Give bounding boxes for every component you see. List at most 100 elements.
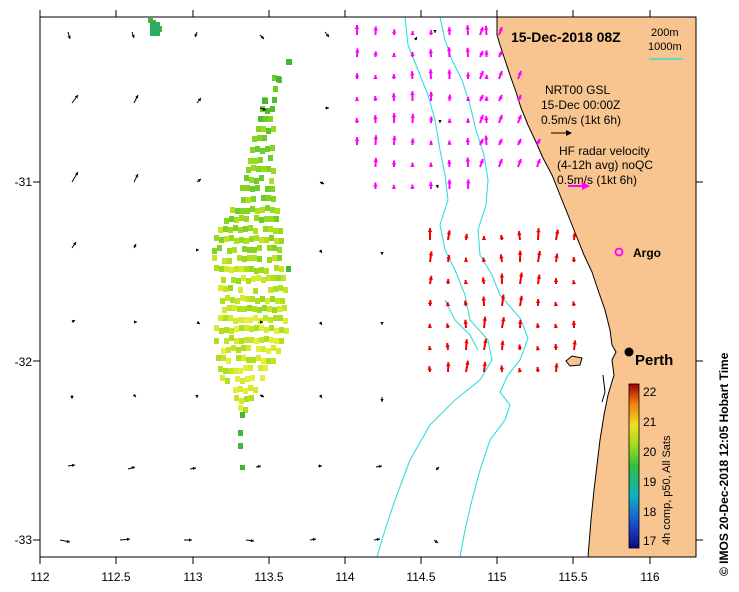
radar-arrow-north (517, 138, 522, 146)
arrow-head (354, 137, 360, 142)
model-arrow (132, 393, 137, 398)
arrow-head (484, 135, 489, 140)
sst-pixel (238, 386, 243, 392)
arrow-head (500, 294, 506, 299)
arrow-head (391, 93, 397, 98)
model-arrow (380, 397, 384, 402)
radar-arrow-north (373, 95, 378, 102)
model-arrow (380, 322, 384, 325)
radar-arrow-south (481, 296, 486, 307)
model-arrow (438, 120, 442, 123)
sst-pixel (283, 318, 288, 324)
model-arrow (67, 463, 76, 468)
arrow-head (554, 229, 560, 234)
sst-pixel (263, 365, 268, 371)
arrow-head (71, 320, 75, 324)
arrow-head (428, 29, 434, 35)
sst-pixel (260, 296, 265, 302)
arrow-head (464, 339, 469, 344)
radar-arrow-north (373, 157, 378, 168)
y-tick-label: -31 (15, 175, 33, 189)
arrow-head (197, 98, 201, 102)
arrow-head (479, 51, 484, 56)
x-tick-label: 113 (183, 570, 202, 584)
arrow-head (250, 538, 254, 543)
arrow-head (373, 182, 378, 187)
sst-pixel (266, 358, 271, 364)
argo-marker-group: Argo (614, 246, 661, 260)
radar-arrow-south (445, 278, 451, 285)
sst-pixel (272, 75, 277, 81)
arrow-head (260, 394, 264, 398)
sst-pixel (274, 338, 279, 344)
sst-pixel (223, 226, 228, 232)
sst-pixel (261, 126, 266, 132)
sst-pixel (219, 237, 224, 243)
x-tick-label: 112.5 (101, 570, 130, 584)
sst-pixel (280, 298, 285, 304)
radar-arrow-north (428, 91, 434, 102)
sst-pixel (212, 255, 217, 261)
sst-pixel (245, 296, 250, 302)
arrow-head (438, 120, 442, 123)
radar-arrow-north (465, 25, 470, 36)
arrow-head (536, 228, 541, 233)
sst-pixel (238, 368, 243, 374)
sst-pixel (224, 266, 229, 272)
arrow-head (465, 157, 471, 162)
arrow-head (355, 48, 360, 53)
sst-pixel (240, 465, 245, 470)
sst-pixel (242, 246, 247, 252)
radar-arrow-south (427, 323, 433, 329)
radar-arrow-south (537, 250, 542, 263)
sst-pixel (247, 255, 252, 261)
arrow-head (433, 30, 437, 33)
radar-arrow-south (481, 235, 487, 241)
model-arrow (131, 31, 135, 39)
sst-pixel (251, 276, 256, 282)
arrow-head (517, 159, 522, 164)
radar-arrow-south (465, 360, 470, 373)
arrow-head (391, 29, 397, 34)
radar-arrow-south (483, 338, 488, 351)
radar-arrow-south (554, 253, 559, 263)
arrow-head (572, 340, 577, 345)
radar-arrow-south (518, 319, 523, 329)
contour-200m (439, 17, 529, 557)
radar-arrow-south (517, 250, 523, 263)
arrow-head (391, 160, 397, 165)
sst-pixel (264, 268, 269, 274)
sst-pixel (229, 328, 234, 334)
sst-pixel (224, 327, 229, 333)
sst-pixel (264, 216, 269, 222)
arrow-head (428, 182, 434, 187)
arrow-head (465, 96, 471, 101)
radar-arrow-south (482, 361, 487, 373)
sst-pixel (233, 318, 238, 324)
sst-pixel (257, 256, 262, 262)
radar-arrow-south (427, 345, 433, 351)
colorbar-tick: 22 (643, 385, 657, 399)
sst-pixel (249, 236, 254, 242)
radar-arrow-north (410, 184, 415, 190)
arrow-head (463, 319, 468, 324)
sst-pixel (239, 266, 244, 272)
sst-pixel (236, 355, 241, 361)
sst-pixel (222, 258, 227, 264)
arrow-head (262, 107, 266, 111)
sst-pixel (223, 315, 228, 321)
sst-pixel (238, 317, 243, 323)
radar-legend-arrowhead (582, 182, 590, 190)
radar-arrow-north (447, 140, 452, 146)
sst-pixel (267, 245, 272, 251)
sst-pixel (278, 228, 283, 234)
arrow-head (434, 539, 438, 543)
radar-arrow-north (391, 52, 397, 58)
radar-arrow-south (481, 257, 487, 263)
arrow-head (410, 138, 415, 143)
arrow-head (135, 95, 139, 99)
sst-pixel (247, 305, 252, 311)
radar-arrow-north (391, 29, 397, 36)
sst-pixel (236, 347, 241, 353)
radar-arrow-north (498, 138, 503, 146)
